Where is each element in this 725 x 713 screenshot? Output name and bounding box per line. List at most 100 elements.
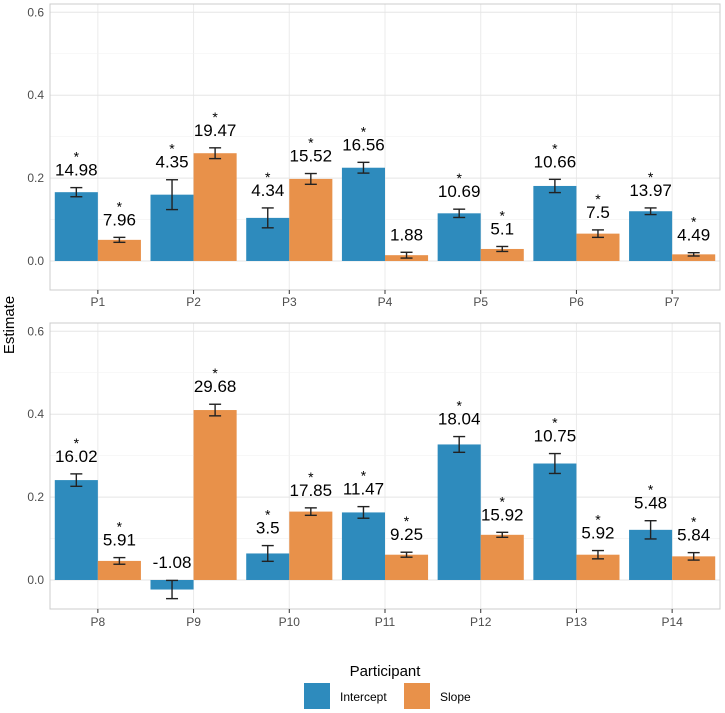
significance-star: * [169, 141, 175, 157]
data-label: 19.47 [194, 121, 237, 140]
bar-intercept-p5 [437, 213, 481, 261]
error-bar [261, 544, 274, 563]
data-label: 15.52 [290, 147, 333, 166]
significance-star: * [308, 469, 314, 485]
error-bar [357, 505, 370, 519]
significance-star: * [212, 109, 218, 125]
bar-slope-p5 [480, 248, 524, 261]
x-tick-label-p8: P8 [91, 615, 106, 629]
x-tick-label-p2: P2 [186, 295, 201, 309]
significance-star: * [595, 191, 601, 207]
panel-1: 0.00.20.40.614.98* 4.35*4.34*16.56*10.69*… [27, 3, 721, 309]
error-bar [591, 229, 604, 239]
x-tick-label-p12: P12 [470, 615, 492, 629]
significance-star: * [212, 365, 218, 381]
x-tick-label-p7: P7 [665, 295, 680, 309]
error-bar [209, 403, 222, 417]
bar-intercept-p7 [629, 211, 673, 261]
error-bar [687, 251, 700, 257]
significance-star: * [500, 493, 506, 509]
error-bar [548, 452, 561, 475]
error-bar [644, 520, 657, 540]
bar-slope-p7 [672, 254, 716, 261]
significance-star: * [648, 169, 654, 185]
bar-slope-p14 [672, 556, 716, 580]
bar-slope-p11 [385, 554, 429, 580]
significance-star: * [361, 123, 367, 139]
significance-star: * [456, 170, 462, 186]
y-tick-label: 0.4 [27, 407, 44, 421]
data-label: 9.25 [390, 525, 423, 544]
significance-star: * [552, 140, 558, 156]
error-bar [166, 179, 179, 211]
significance-star: * [74, 149, 80, 165]
data-label: 11.47 [343, 480, 384, 499]
x-tick-label-p11: P11 [375, 615, 396, 629]
error-bar [591, 549, 604, 560]
error-bar [304, 507, 317, 517]
data-label: 15.92 [481, 505, 524, 524]
bar-slope-p10 [289, 511, 333, 580]
legend-label-slope: Slope [440, 690, 471, 704]
x-tick-label-p3: P3 [282, 295, 297, 309]
x-tick-label-p9: P9 [186, 615, 201, 629]
error-bar [496, 531, 509, 538]
bar-intercept-p4 [341, 167, 385, 261]
error-bar [357, 161, 370, 174]
data-label: 5.92 [581, 524, 614, 543]
error-bar [644, 207, 657, 216]
bar-intercept-p1 [54, 192, 98, 261]
panel-2: 0.00.20.40.616.02*-1.083.5*11.47*18.04*1… [27, 322, 721, 629]
x-tick-label-p4: P4 [378, 295, 393, 309]
significance-star: * [404, 513, 410, 529]
data-label: 7.96 [103, 210, 136, 229]
data-label: 18.04 [438, 410, 481, 429]
bar-slope-p8 [97, 560, 141, 580]
y-tick-label: 0.6 [27, 324, 44, 338]
error-bar [304, 172, 317, 186]
bar-intercept-p13 [533, 463, 577, 580]
data-label: 10.69 [438, 182, 481, 201]
significance-star: * [691, 214, 697, 230]
data-label: 29.68 [194, 377, 237, 396]
data-label: 16.02 [55, 447, 98, 466]
significance-star: * [308, 135, 314, 151]
error-bar [166, 579, 179, 600]
data-label: 3.5 [256, 519, 280, 538]
data-label: 5.1 [490, 219, 514, 238]
x-axis-title: Participant [350, 663, 422, 680]
data-label: 4.49 [677, 226, 710, 245]
legend-label-intercept: Intercept [340, 690, 387, 704]
data-label: 1.88 [390, 225, 423, 244]
data-label: -1.08 [153, 553, 192, 572]
bar-intercept-p8 [54, 480, 98, 580]
y-tick-label: 0.2 [27, 171, 44, 185]
data-label: 16.56 [342, 135, 385, 154]
significance-star: * [500, 207, 506, 223]
data-label: 4.34 [251, 181, 284, 200]
bar-intercept-p11 [341, 512, 385, 580]
significance-star: * [691, 514, 697, 530]
error-bar [496, 245, 509, 253]
error-bar [113, 236, 126, 244]
error-bar [453, 208, 466, 219]
y-tick-label: 0.0 [27, 573, 44, 587]
data-label: 14.98 [55, 161, 98, 180]
x-tick-label-p14: P14 [661, 615, 683, 629]
bar-slope-p9 [193, 410, 237, 580]
y-axis-title: Estimate [1, 296, 18, 354]
bar-slope-p12 [480, 534, 524, 580]
x-tick-label-p5: P5 [473, 295, 488, 309]
x-tick-label-p10: P10 [279, 615, 301, 629]
y-tick-label: 0.0 [27, 254, 44, 268]
legend-key-slope [404, 683, 430, 709]
significance-star: * [595, 512, 601, 528]
data-label: 5.91 [103, 531, 136, 550]
x-tick-label-p1: P1 [91, 295, 106, 309]
data-label: 10.75 [534, 427, 577, 446]
x-tick-label-p13: P13 [566, 615, 588, 629]
error-bar [400, 551, 413, 558]
bar-slope-p1 [97, 239, 141, 261]
data-label: 5.48 [634, 494, 667, 513]
x-tick-label-p6: P6 [569, 295, 584, 309]
